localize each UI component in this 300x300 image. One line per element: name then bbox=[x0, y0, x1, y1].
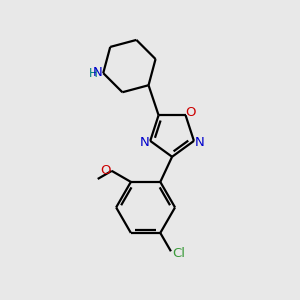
Text: N: N bbox=[140, 136, 149, 149]
Text: N: N bbox=[195, 136, 205, 149]
Text: O: O bbox=[186, 106, 196, 119]
Text: Cl: Cl bbox=[172, 247, 185, 260]
Text: O: O bbox=[100, 164, 110, 177]
Text: H: H bbox=[89, 67, 98, 80]
Text: N: N bbox=[93, 66, 103, 79]
